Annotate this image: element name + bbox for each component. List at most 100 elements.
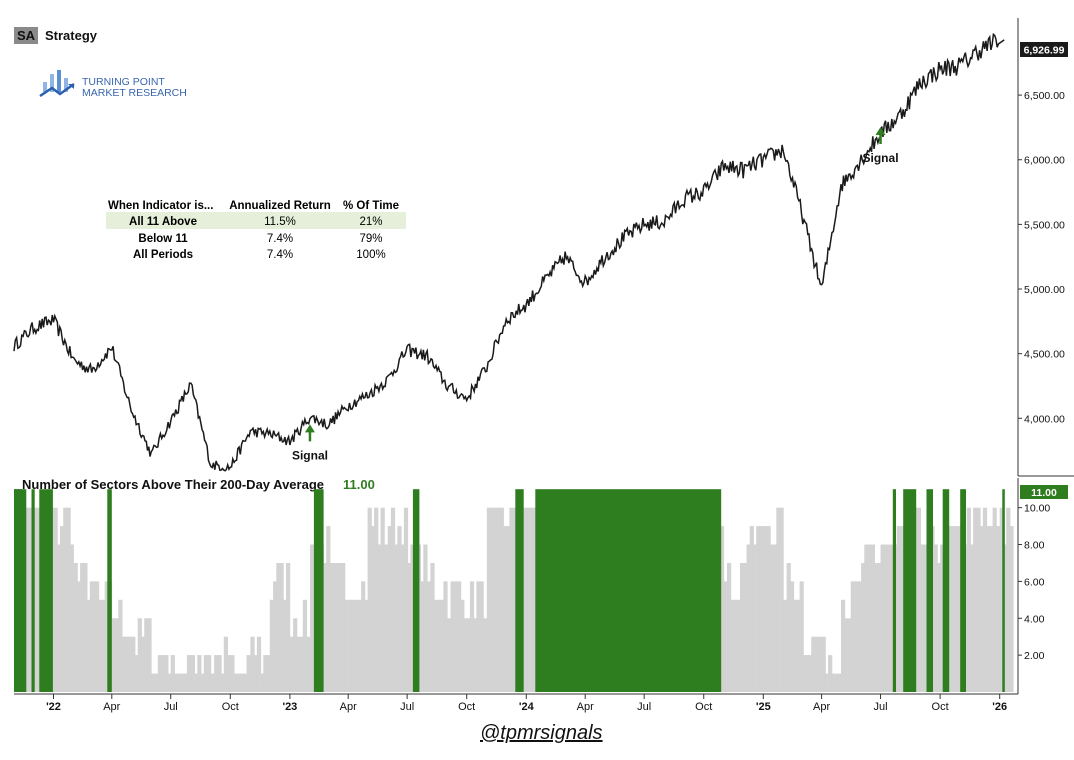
indicator-y-tick-label: 8.00	[1024, 540, 1045, 552]
price-y-tick-label: 5,500.00	[1024, 219, 1065, 231]
all-11-above-bar	[412, 489, 420, 692]
below-11-bar	[154, 673, 159, 692]
stats-row-return: 11.5%	[264, 216, 296, 228]
x-tick-label: Oct	[695, 701, 712, 713]
price-line	[13, 32, 1005, 472]
below-11-bar	[306, 636, 311, 692]
below-11-bar	[174, 673, 179, 692]
below-11-bar	[430, 563, 435, 692]
x-tick-label: '26	[992, 701, 1007, 713]
x-tick-label: '24	[519, 701, 535, 713]
below-11-bar	[740, 563, 745, 692]
below-11-bar	[796, 599, 801, 692]
all-11-above-bar	[926, 489, 933, 692]
below-11-bar	[310, 544, 315, 692]
below-11-bar	[214, 655, 219, 692]
all-11-above-bar	[31, 489, 35, 692]
below-11-bar	[383, 544, 388, 692]
below-11-bar	[473, 618, 478, 692]
below-11-bar	[260, 673, 265, 692]
below-11-bar	[357, 599, 363, 692]
below-11-bar	[719, 526, 725, 692]
below-11-bar	[896, 526, 901, 692]
below-11-bar	[53, 507, 58, 692]
below-11-bar	[403, 507, 409, 692]
stats-row-return: 7.4%	[267, 233, 293, 245]
below-11-bar	[328, 563, 333, 692]
below-11-bar	[227, 655, 232, 692]
security-name: Strategy	[45, 28, 98, 43]
below-11-bar	[243, 673, 248, 692]
indicator-y-tick-label: 4.00	[1024, 613, 1045, 625]
below-11-bar	[63, 507, 68, 692]
below-11-bar	[236, 673, 241, 692]
below-11-bar	[190, 655, 195, 692]
below-11-bar	[197, 655, 202, 692]
below-11-bar	[503, 526, 508, 692]
price-series	[13, 32, 1005, 472]
below-11-bar	[86, 599, 91, 692]
price-y-tick-label: 6,000.00	[1024, 155, 1065, 167]
below-11-bar	[66, 507, 71, 692]
below-11-bar	[522, 507, 527, 692]
below-11-bar	[890, 544, 895, 692]
x-tick-label: Jul	[637, 701, 651, 713]
below-11-bar	[341, 563, 346, 692]
logo-text-line1: TURNING POINT	[82, 76, 165, 88]
company-logo	[39, 70, 75, 98]
below-11-bar	[949, 526, 954, 692]
below-11-bar	[986, 526, 991, 692]
below-11-bar	[80, 563, 85, 692]
x-tick-label: Oct	[458, 701, 475, 713]
stats-row-label: All Periods	[133, 249, 193, 261]
signal-label: Signal	[863, 151, 899, 165]
below-11-bar	[920, 544, 925, 692]
below-11-bar	[370, 526, 375, 692]
below-11-bar	[973, 507, 978, 692]
below-11-bar	[407, 563, 412, 692]
stats-row-time: 21%	[359, 216, 382, 228]
below-11-bar	[134, 655, 139, 692]
below-11-bar	[144, 618, 149, 692]
price-y-tick-label: 4,000.00	[1024, 413, 1065, 425]
below-11-bar	[499, 507, 504, 692]
below-11-bar	[364, 599, 369, 692]
y-axis-ticks: 4,000.00 4,500.00 5,000.00 5,500.00 6,000.00…	[1018, 90, 1065, 662]
below-11-bar	[799, 581, 804, 692]
below-11-bar	[269, 599, 274, 692]
price-y-tick-label: 4,500.00	[1024, 349, 1065, 361]
below-11-bar	[769, 544, 774, 692]
signal-label: Signal	[292, 448, 328, 462]
below-11-bar	[814, 636, 819, 692]
below-11-bar	[526, 507, 531, 692]
all-11-above-bar	[960, 489, 966, 692]
below-11-bar	[69, 544, 74, 692]
below-11-bar	[266, 655, 271, 692]
below-11-bar	[476, 581, 481, 692]
below-11-bar	[230, 655, 235, 692]
below-11-bar	[440, 599, 445, 692]
below-11-bar	[348, 599, 353, 692]
signal-arrow-head-icon	[875, 127, 886, 136]
author-handle[interactable]: @tpmrsignals	[480, 722, 603, 744]
x-axis-ticks: '22 Apr Jul Oct '23 Apr Jul Oct '24 Apr Jul Oct '25 A…	[46, 694, 1007, 713]
below-11-bar	[940, 544, 945, 692]
below-11-bar	[953, 526, 958, 692]
below-11-bar	[276, 563, 281, 692]
below-11-bar	[976, 507, 981, 692]
below-11-bar	[256, 636, 262, 692]
below-11-bar	[808, 655, 813, 692]
below-11-bar	[200, 673, 205, 692]
below-11-bar	[969, 544, 975, 692]
below-11-bar	[131, 636, 136, 692]
below-11-bar	[490, 507, 495, 692]
below-11-bar	[56, 544, 61, 692]
x-tick-label: '22	[46, 701, 61, 713]
below-11-bar	[354, 599, 359, 692]
below-11-bar	[793, 599, 798, 692]
below-11-bar	[124, 636, 129, 692]
x-tick-label: '25	[756, 701, 771, 713]
below-11-bar	[253, 655, 258, 692]
stats-row-label: All 11 Above	[129, 216, 197, 228]
below-11-bar	[847, 618, 852, 692]
